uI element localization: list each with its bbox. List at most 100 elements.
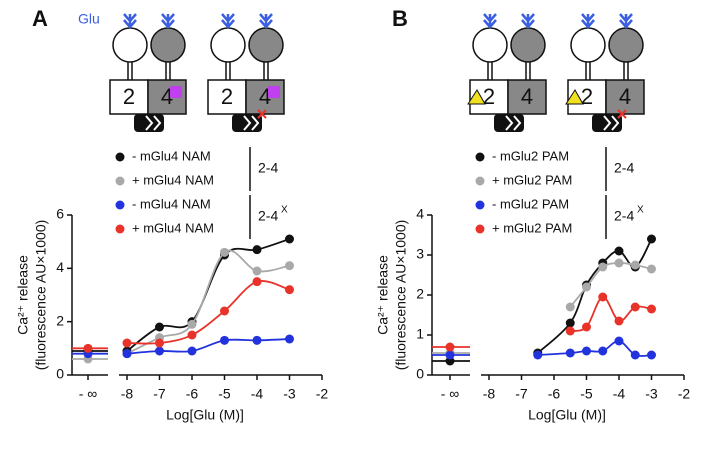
- y-axis-label: Ca²⁺ release: [375, 255, 391, 335]
- data-point: [565, 326, 575, 336]
- y-axis-label: Ca²⁺ release: [15, 255, 31, 335]
- data-point: [285, 285, 294, 295]
- chevron: [505, 115, 522, 131]
- data-point: [630, 260, 640, 270]
- y-tick-label: 3: [416, 246, 424, 262]
- glu-arrow: [483, 13, 497, 29]
- nam-site: [170, 86, 182, 98]
- data-point: [565, 302, 575, 312]
- mutation: [257, 109, 267, 119]
- nam-site: [268, 86, 280, 98]
- y-axis-label: (fluorescence AU×1000): [33, 220, 49, 371]
- legend-group-superscript: X: [637, 205, 644, 216]
- data-point: [252, 277, 262, 287]
- x-tick-label: -3: [645, 386, 658, 402]
- x-tick-label: -4: [251, 386, 264, 402]
- data-point: [565, 348, 575, 358]
- x-tick-label: -7: [515, 386, 528, 402]
- glu-arrow: [123, 13, 137, 29]
- data-point: [220, 306, 229, 316]
- data-point: [614, 246, 624, 256]
- y-tick-label: 2: [416, 286, 424, 302]
- x-tick-label: -6: [186, 386, 199, 402]
- domain: [570, 27, 606, 63]
- panel-label: B: [392, 6, 408, 31]
- legend-marker: [475, 224, 485, 234]
- data-point: [598, 262, 608, 272]
- data-point: [220, 335, 229, 345]
- data-point: [155, 322, 164, 332]
- glu-arrow: [581, 13, 595, 29]
- x-tick-label: -3: [283, 386, 296, 402]
- data-point: [598, 292, 608, 302]
- y-tick-label: 2: [56, 312, 64, 328]
- y-tick-label: 4: [416, 206, 424, 222]
- domain: [472, 27, 508, 63]
- domain: [150, 27, 186, 63]
- glu-arrow: [221, 13, 235, 29]
- fit-curve: [126, 249, 290, 355]
- x-tick-label: -6: [548, 386, 561, 402]
- x-break-label: - ∞: [79, 386, 98, 402]
- data-point: [614, 336, 624, 346]
- data-point: [647, 304, 656, 314]
- x-axis-label: Log[Glu (M)]: [528, 407, 606, 423]
- legend-marker: [115, 176, 125, 186]
- legend-group-label: 2-4: [258, 160, 278, 176]
- data-point: [187, 330, 197, 340]
- data-point: [122, 338, 132, 348]
- chevron: [145, 115, 162, 131]
- glu-arrow: [619, 13, 633, 29]
- subunit-box: [605, 79, 645, 115]
- fit-curve: [537, 238, 653, 354]
- legend-label: - mGlu2 PAM: [492, 148, 569, 163]
- subunit-label: 2: [123, 84, 135, 109]
- data-point: [565, 318, 575, 328]
- subunit-label: 2: [581, 84, 593, 109]
- x-axis-label: Log[Glu (M)]: [166, 407, 244, 423]
- data-point: [533, 350, 543, 360]
- data-point: [614, 316, 624, 326]
- legend-marker: [115, 224, 125, 234]
- legend-label: + mGlu2 PAM: [492, 220, 572, 235]
- y-tick-label: 1: [416, 326, 424, 342]
- baseline-point: [445, 342, 455, 352]
- y-tick-label: 0: [416, 366, 424, 382]
- x-tick-label: -5: [218, 386, 231, 402]
- pam-site: [467, 89, 486, 105]
- legend-marker: [115, 200, 125, 210]
- x-break-label: - ∞: [441, 386, 460, 402]
- glu-arrow: [521, 13, 535, 29]
- legend-label: + mGlu4 NAM: [132, 172, 214, 187]
- mutation: [617, 109, 627, 119]
- legend-label: - mGlu2 PAM: [492, 196, 569, 211]
- x-tick-label: -2: [316, 386, 329, 402]
- legend-marker: [475, 176, 485, 186]
- legend-label: + mGlu2 PAM: [492, 172, 572, 187]
- y-tick-label: 6: [56, 206, 64, 222]
- data-point: [285, 334, 294, 344]
- y-tick-label: 4: [56, 259, 64, 275]
- pam-site: [565, 89, 584, 105]
- glu-arrow: [259, 13, 273, 29]
- fit-curve: [126, 238, 290, 352]
- legend-group-superscript: X: [281, 205, 288, 216]
- legend-group-label: 2-4: [614, 208, 634, 224]
- data-point: [155, 338, 164, 348]
- subunit-label: 4: [619, 84, 631, 109]
- domain: [112, 27, 148, 63]
- data-point: [285, 261, 294, 271]
- chevron: [243, 115, 260, 131]
- subunit-box: [207, 79, 247, 115]
- domain: [248, 27, 284, 63]
- subunit-box: [109, 79, 149, 115]
- domain: [210, 27, 246, 63]
- data-point: [252, 266, 262, 276]
- x-tick-label: -2: [678, 386, 691, 402]
- legend-marker: [475, 200, 485, 210]
- data-point: [598, 346, 608, 356]
- glu-arrow: [161, 13, 175, 29]
- data-point: [252, 245, 262, 255]
- data-point: [630, 350, 640, 360]
